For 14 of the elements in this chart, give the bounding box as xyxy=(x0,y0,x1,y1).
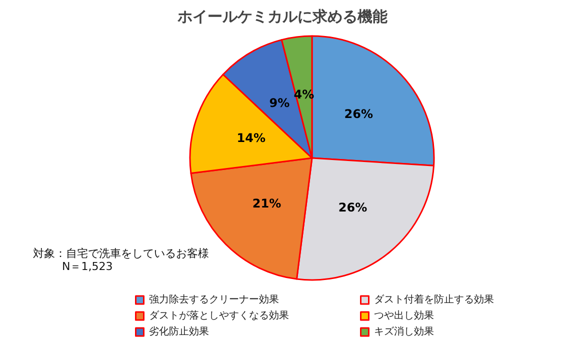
data-label: 26% xyxy=(338,200,368,214)
data-label: 21% xyxy=(252,196,282,210)
chart-title: ホイールケミカルに求める機能 xyxy=(176,8,388,26)
legend-label: キズ消し効果 xyxy=(374,326,434,338)
legend-label: ダストが落としやすくなる効果 xyxy=(148,310,289,322)
text: 対象：自宅で洗車をしているお客様 xyxy=(33,247,209,260)
legend-label: 劣化防止効果 xyxy=(148,326,209,338)
legend-label: つや出し効果 xyxy=(374,310,434,322)
legend-label: 強力除去するクリーナー効果 xyxy=(148,294,279,306)
text: N＝1,523 xyxy=(62,260,113,273)
data-label: 26% xyxy=(344,107,374,122)
data-label: 9% xyxy=(269,96,290,110)
data-label: 14% xyxy=(236,131,266,146)
legend-label: ダスト付着を防止する効果 xyxy=(374,294,494,306)
